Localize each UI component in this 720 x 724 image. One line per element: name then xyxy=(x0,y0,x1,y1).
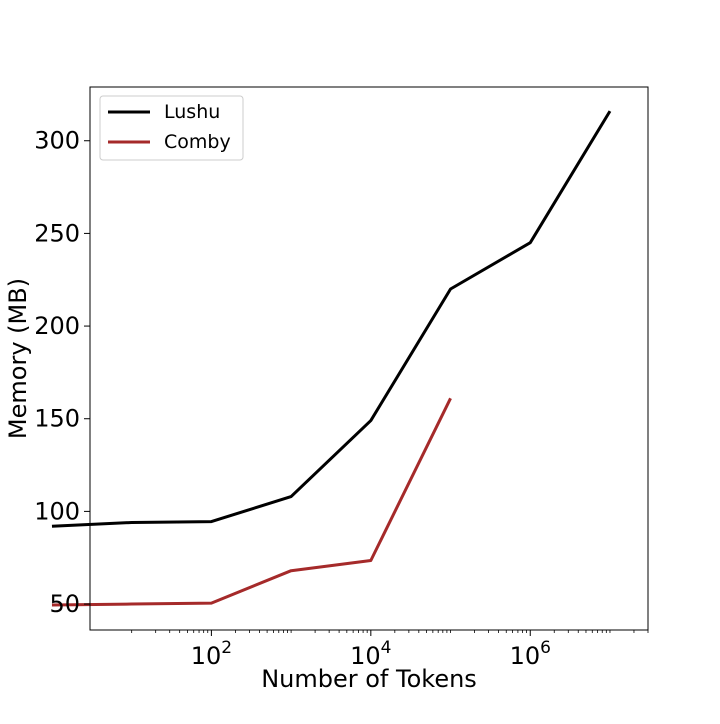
y-tick-label: 300 xyxy=(34,127,80,155)
y-tick-label: 150 xyxy=(34,405,80,433)
x-tick-label: 104 xyxy=(350,638,391,670)
x-tick-label: 106 xyxy=(510,638,551,670)
y-tick-label: 200 xyxy=(34,312,80,340)
legend-label-lushu: Lushu xyxy=(164,101,220,123)
series-line-lushu xyxy=(51,110,612,528)
x-tick-label: 102 xyxy=(191,638,232,670)
legend-label-comby: Comby xyxy=(164,131,231,153)
y-tick-label: 100 xyxy=(34,497,80,525)
y-tick-label: 50 xyxy=(49,590,80,618)
series-layer xyxy=(51,110,612,607)
y-axis-label: Memory (MB) xyxy=(4,278,32,439)
series-line-comby xyxy=(51,397,452,607)
axes-layer: 50 100 150 200 250 300 102 104 106 Number of Toke… xyxy=(4,86,649,693)
y-tick-label: 250 xyxy=(34,219,80,247)
x-axis-label: Number of Tokens xyxy=(261,665,477,693)
plot-frame xyxy=(89,86,649,631)
legend: Lushu Comby xyxy=(99,95,244,161)
